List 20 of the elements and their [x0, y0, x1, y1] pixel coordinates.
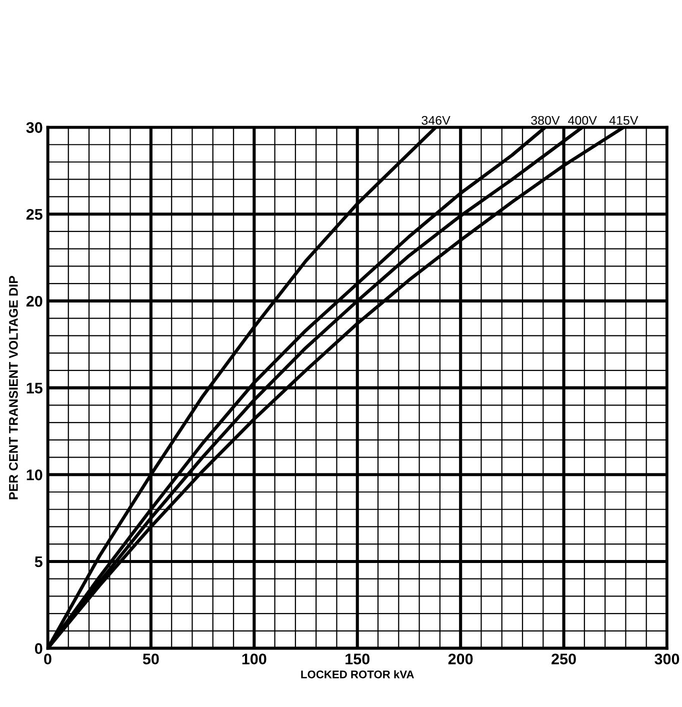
x-tick-label: 0 [44, 654, 52, 664]
series-label: 380V [531, 116, 560, 125]
x-tick-label: 150 [346, 654, 370, 664]
x-tick-label: 200 [448, 654, 473, 664]
y-tick-label: 5 [34, 556, 42, 568]
y-tick-label: 15 [26, 382, 42, 394]
y-tick-label: 20 [26, 296, 42, 307]
x-tick-label: 100 [242, 654, 266, 664]
x-tick-label: 250 [552, 654, 576, 664]
y-tick-label: 10 [26, 470, 42, 480]
x-tick-label: 50 [142, 654, 159, 664]
y-tick-label: 25 [26, 208, 42, 220]
series-label: 415V [609, 116, 638, 125]
y-axis-title: PER CENT TRANSIENT VOLTAGE DIP [9, 276, 18, 500]
y-tick-label: 0 [34, 643, 42, 654]
series-label: 346V [422, 116, 450, 125]
y-tick-label: 30 [26, 122, 42, 133]
x-tick-label: 300 [654, 654, 680, 664]
x-axis-title: LOCKED ROTOR kVA [301, 670, 414, 678]
series-label: 400V [568, 116, 597, 125]
